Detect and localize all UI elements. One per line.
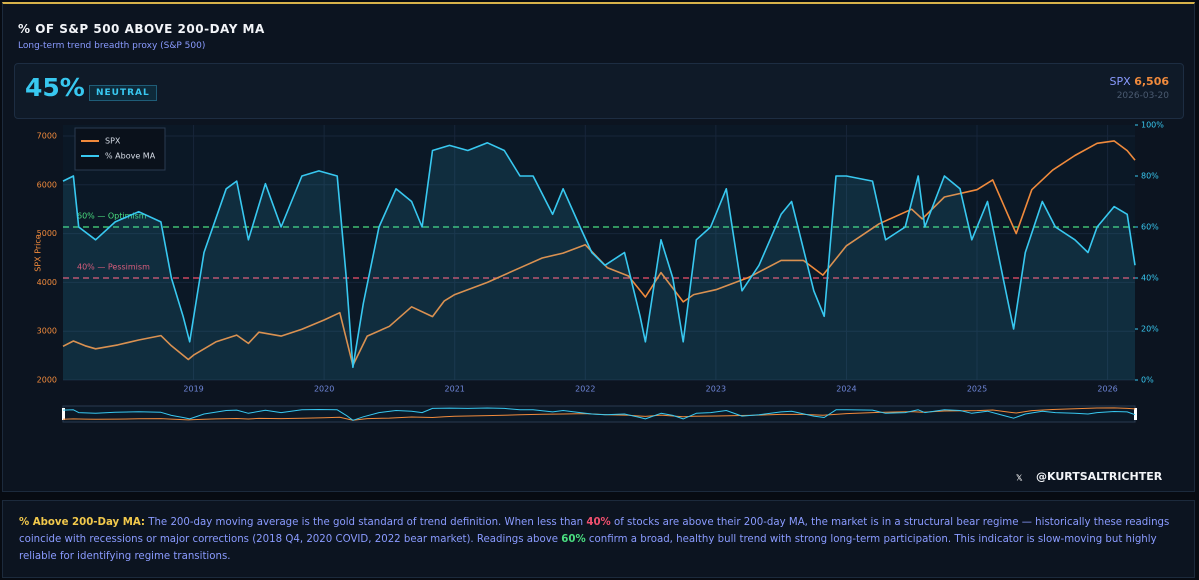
- y-tick-label: 3000: [37, 327, 57, 336]
- index-value: 6,506: [1134, 75, 1169, 88]
- y2-tick-label: 0%: [1141, 376, 1154, 385]
- y-tick-label: 5000: [37, 229, 57, 238]
- index-stat: SPX 6,506: [1110, 75, 1169, 88]
- x-tick-label: 2026: [1097, 385, 1117, 394]
- area: [63, 142, 1135, 380]
- y-tick-label: 6000: [37, 180, 57, 189]
- y2-tick-label: 40%: [1141, 274, 1159, 283]
- x-tick-label: 2023: [706, 385, 726, 394]
- stat-value: 45%: [25, 73, 85, 102]
- x-tick-label: 2019: [183, 385, 203, 394]
- index-label: SPX: [1109, 75, 1131, 88]
- legend-box: [74, 127, 166, 171]
- stat-card: 45% NEUTRAL SPX 6,506 2026-03-20: [14, 63, 1184, 119]
- y-tick-label: 2000: [37, 376, 57, 385]
- range-handle[interactable]: [62, 408, 65, 420]
- range-handle[interactable]: [1134, 408, 1137, 420]
- x-tick-label: 2022: [575, 385, 595, 394]
- y-axis-title: SPX Price: [34, 234, 43, 272]
- title: % OF S&P 500 ABOVE 200-DAY MA: [18, 22, 265, 36]
- description-part: confirm a broad, healthy bull trend with…: [19, 534, 1157, 562]
- reference-label: 40% — Pessimism: [77, 263, 150, 272]
- description-part: 60%: [561, 534, 586, 545]
- reference-label: 60% — Optimism: [77, 212, 147, 221]
- description-part: % Above 200-Day MA:: [19, 517, 146, 528]
- x-logo: 𝕏: [1016, 474, 1023, 483]
- y2-tick-label: 60%: [1141, 223, 1159, 232]
- description-part: 40%: [586, 517, 611, 528]
- y2-tick-label: 80%: [1141, 172, 1159, 181]
- description: % Above 200-Day MA: The 200-day moving a…: [2, 500, 1195, 578]
- legend-label: SPX: [105, 137, 121, 146]
- chart: SPX Price 𝕏 2019 2020 2021 2022 2023 2024 2025…: [34, 121, 1165, 483]
- author-handle: @KURTSALTRICHTER: [1036, 470, 1163, 483]
- line: [62, 140, 1136, 367]
- stat-date: 2026-03-20: [1116, 91, 1169, 101]
- x-tick-label: 2025: [967, 385, 987, 394]
- x-tick-label: 2024: [836, 385, 856, 394]
- y-tick-label: 7000: [37, 131, 57, 140]
- status-badge: NEUTRAL: [89, 85, 157, 101]
- subtitle: Long-term trend breadth proxy (S&P 500): [18, 41, 206, 51]
- y2-tick-label: 100%: [1141, 121, 1164, 130]
- y-tick-label: 4000: [37, 278, 57, 287]
- x-tick-label: 2020: [314, 385, 334, 394]
- legend-label: % Above MA: [105, 152, 156, 161]
- x-tick-label: 2021: [445, 385, 465, 394]
- line: [62, 142, 1136, 369]
- description-part: The 200-day moving average is the gold s…: [145, 517, 587, 528]
- plot-area: [63, 125, 1135, 380]
- y2-tick-label: 20%: [1141, 325, 1159, 334]
- line: [62, 407, 1136, 421]
- description-part: of stocks are above their 200-day MA, th…: [19, 517, 1170, 545]
- line: [62, 407, 1136, 421]
